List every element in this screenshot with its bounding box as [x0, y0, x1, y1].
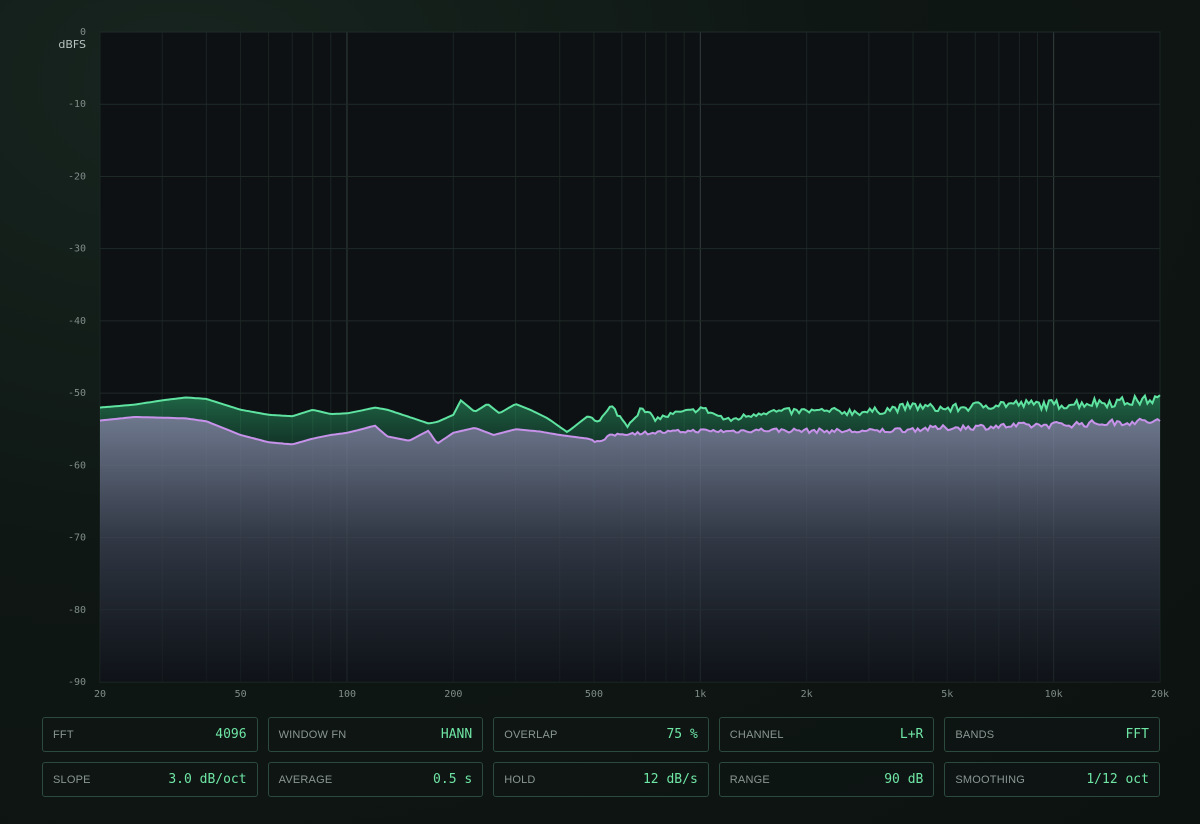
x-tick-label: 100 [338, 689, 356, 700]
x-tick-label: 500 [585, 689, 603, 700]
spectrum-analyzer[interactable]: 0 -10 -20 -30 -40 -50 -60 -70 -80 -90 20 50 100 200 5… [0, 0, 1200, 715]
param-label: SLOPE [53, 773, 91, 786]
y-tick-label: -20 [68, 171, 86, 182]
series-line-violet [99, 416, 1161, 446]
param-value: L+R [899, 727, 924, 742]
spectrum-fill [100, 417, 1160, 682]
param-value: 0.5 s [433, 772, 473, 787]
param-label: CHANNEL [729, 728, 784, 741]
x-tick-label: 20k [1151, 689, 1169, 700]
param-label: HOLD [504, 773, 536, 786]
param-smoothing[interactable]: SMOOTHING 1/12 oct [944, 762, 1160, 797]
param-value: FFT [1125, 727, 1149, 742]
param-value: 4096 [215, 727, 247, 742]
param-value: 12 dB/s [642, 772, 698, 787]
param-slope[interactable]: SLOPE 3.0 dB/oct [42, 762, 258, 797]
param-overlap[interactable]: OVERLAP 75 % [493, 717, 709, 752]
param-value: HANN [440, 727, 473, 742]
param-fft-size[interactable]: FFT 4096 [42, 717, 258, 752]
series-line-green [99, 393, 1161, 434]
x-tick-label: 10k [1045, 689, 1063, 700]
param-label: RANGE [729, 773, 770, 786]
y-tick-label: -50 [68, 388, 86, 399]
x-tick-label: 5k [941, 689, 953, 700]
param-value: 3.0 dB/oct [168, 772, 247, 787]
y-tick-label: -60 [68, 460, 86, 471]
param-value: 1/12 oct [1086, 772, 1149, 787]
parameter-row-2: SLOPE 3.0 dB/oct AVERAGE 0.5 s HOLD 12 d… [42, 762, 1160, 797]
x-tick-label: 20 [94, 689, 106, 700]
param-label: AVERAGE [278, 773, 333, 786]
param-value: 75 % [666, 727, 698, 742]
y-tick-label: -90 [68, 677, 86, 688]
param-label: SMOOTHING [955, 773, 1026, 786]
y-tick-label: -80 [68, 605, 86, 616]
param-range[interactable]: RANGE 90 dB [718, 762, 935, 797]
param-bands[interactable]: BANDS FFT [944, 717, 1160, 752]
parameter-row-1: FFT 4096 WINDOW FN HANN OVERLAP 75 % CHA… [42, 717, 1160, 752]
param-label: OVERLAP [504, 728, 558, 741]
x-tick-label: 2k [801, 689, 813, 700]
x-tick-label: 50 [235, 689, 247, 700]
y-tick-label: -10 [68, 99, 86, 110]
y-tick-label: 0 [80, 27, 86, 38]
y-tick-label: -30 [68, 244, 86, 255]
difference-band [100, 395, 1160, 445]
param-value: 90 dB [884, 772, 924, 787]
y-tick-label: -70 [68, 533, 86, 544]
y-tick-label: -40 [68, 316, 86, 327]
param-channel[interactable]: CHANNEL L+R [718, 717, 935, 752]
x-tick-label: 1k [694, 689, 706, 700]
x-axis-ticks: 20 50 100 200 500 1k 2k 5k 10k 20k [94, 689, 1169, 700]
param-label: FFT [53, 728, 74, 741]
x-tick-label: 200 [444, 689, 462, 700]
param-hold[interactable]: HOLD 12 dB/s [493, 762, 709, 797]
param-label: WINDOW FN [278, 728, 347, 741]
param-average[interactable]: AVERAGE 0.5 s [267, 762, 484, 797]
param-label: BANDS [955, 728, 995, 741]
param-window-fn[interactable]: WINDOW FN HANN [267, 717, 484, 752]
y-axis-ticks: 0 -10 -20 -30 -40 -50 -60 -70 -80 -90 [68, 27, 86, 688]
y-axis-unit-label: dBFS [58, 38, 86, 51]
parameter-panel: FFT 4096 WINDOW FN HANN OVERLAP 75 % CHA… [42, 717, 1160, 807]
